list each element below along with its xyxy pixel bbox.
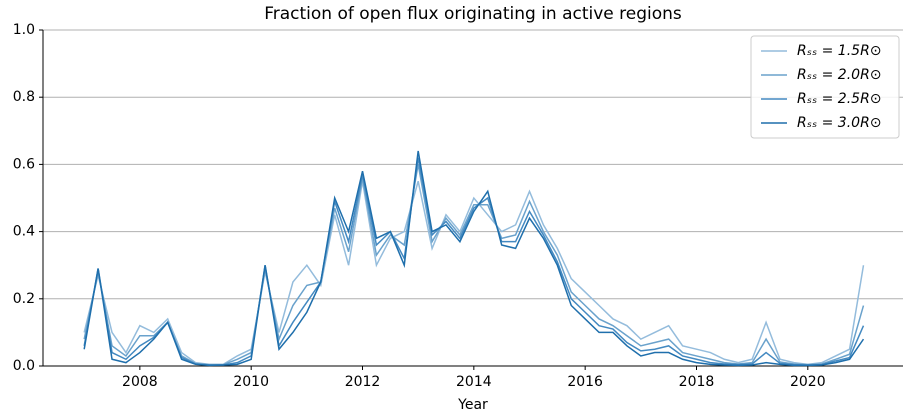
x-tick-label: 2008: [122, 374, 158, 390]
legend-label: Rₛₛ = 2.0R⊙: [797, 67, 882, 83]
chart-title: Fraction of open flux originating in act…: [264, 4, 682, 24]
x-tick-label: 2010: [233, 374, 269, 390]
series-line: [83, 164, 865, 366]
series-line: [83, 150, 865, 367]
y-tick-label: 1.0: [13, 22, 35, 38]
y-tick-label: 0.6: [13, 156, 35, 172]
legend-label: Rₛₛ = 1.5R⊙: [797, 43, 882, 59]
legend-box: [750, 35, 900, 139]
x-tick-label: 2018: [679, 374, 715, 390]
x-tick-label: 2014: [456, 374, 492, 390]
y-tick-label: 0.0: [13, 358, 35, 374]
series-line: [83, 157, 865, 366]
y-tick-label: 0.8: [13, 89, 35, 105]
legend-label: Rₛₛ = 2.5R⊙: [797, 91, 882, 107]
y-tick-label: 0.4: [13, 224, 35, 240]
x-tick-label: 2016: [567, 374, 603, 390]
x-tick-label: 2012: [345, 374, 381, 390]
x-axis-label: Year: [457, 397, 488, 413]
y-tick-label: 0.2: [13, 291, 35, 307]
x-tick-label: 2020: [790, 374, 826, 390]
legend-label: Rₛₛ = 3.0R⊙: [797, 115, 882, 131]
